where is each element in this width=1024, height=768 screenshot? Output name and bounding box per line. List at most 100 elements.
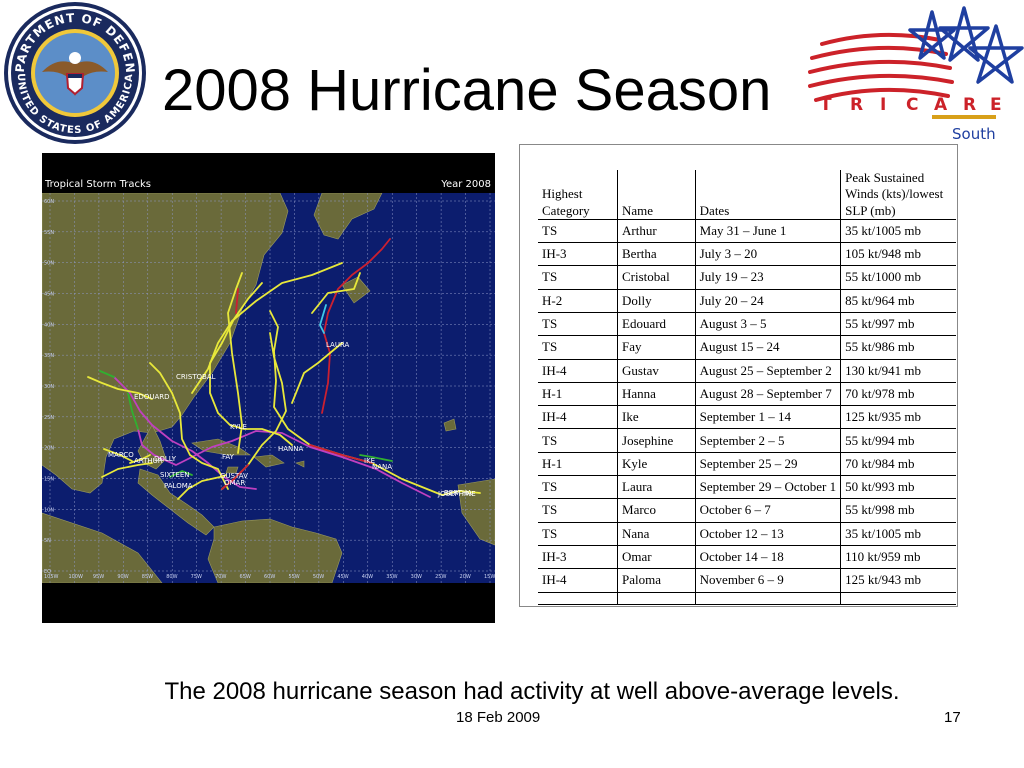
lon-label: 35W: [386, 574, 397, 580]
cell-winds: 85 kt/964 mb: [840, 289, 956, 313]
table-row: IH-3 Omar October 14 – 18 110 kt/959 mb: [538, 545, 956, 570]
cell-dates: August 25 – September 2: [694, 359, 841, 383]
header-dates: Dates: [694, 170, 841, 220]
cell-dates: September 1 – 14: [694, 405, 841, 430]
table-row: H-2 Dolly July 20 – 24 85 kt/964 mb: [538, 289, 956, 313]
track-laura: [321, 238, 391, 414]
cell-blank: [617, 592, 696, 605]
table-row: TS Cristobal July 19 – 23 55 kt/1000 mb: [538, 265, 956, 290]
cell-category: H-1: [538, 382, 618, 407]
cell-winds: 55 kt/994 mb: [840, 428, 956, 453]
lat-label: 10N: [44, 507, 54, 513]
header-category-label: Highest Category: [542, 186, 590, 218]
cell-winds: 70 kt/984 mb: [840, 452, 956, 477]
storm-label-arthur: ARTHUR: [134, 457, 163, 465]
storm-label-dolly: DOLLY: [154, 455, 177, 463]
cell-name: Cristobal: [617, 265, 696, 290]
track-cristobal: [191, 262, 343, 394]
lat-label: 25N: [44, 415, 54, 421]
cell-name: Hanna: [617, 382, 696, 407]
cell-dates: September 2 – 5: [694, 428, 841, 453]
cell-winds: 110 kt/959 mb: [840, 545, 956, 570]
track-ike: [137, 428, 431, 498]
cell-dates: July 20 – 24: [694, 289, 841, 313]
cell-name: Fay: [617, 335, 696, 360]
track-gustav: [113, 376, 257, 490]
tricare-letter-1: T: [820, 95, 832, 115]
cell-winds: 125 kt/943 mb: [840, 568, 956, 593]
table-row-blank: [538, 592, 956, 605]
table-row: TS Laura September 29 – October 1 50 kt/993…: [538, 475, 956, 500]
lat-label: 50N: [44, 261, 54, 267]
cell-category: IH-4: [538, 568, 618, 593]
storm-label-fay: FAY: [222, 453, 235, 461]
dod-seal: DEPARTMENT OF DEFENSE UNITED STATES OF A…: [0, 0, 148, 146]
storm-tracks: [87, 238, 481, 500]
land-masses: [42, 193, 495, 583]
cell-category: TS: [538, 265, 618, 290]
tricare-letter-6: R: [963, 95, 976, 115]
track-fay: [149, 362, 229, 490]
cell-dates: July 19 – 23: [694, 265, 841, 290]
cell-category: IH-3: [538, 545, 618, 570]
storm-label-marco: MARCO: [108, 451, 134, 459]
cell-winds: 55 kt/1000 mb: [840, 265, 956, 290]
lat-label: 45N: [44, 292, 54, 298]
cell-winds: 35 kt/1005 mb: [840, 219, 956, 244]
page-number: 17: [944, 709, 961, 726]
tricare-letter-2: R: [850, 95, 863, 115]
map-year: Year 2008: [441, 179, 491, 190]
lon-label: 90W: [117, 574, 128, 580]
map-title: Tropical Storm Tracks: [45, 179, 151, 190]
storm-label-nana: NANA: [372, 463, 392, 471]
cell-name: Nana: [617, 522, 696, 546]
tricare-letter-7: E: [990, 95, 1002, 115]
lat-label: 20N: [44, 446, 54, 452]
map-graticule: [42, 193, 495, 583]
cell-dates: July 3 – 20: [694, 242, 841, 267]
lat-label: 55N: [44, 230, 54, 236]
cell-winds: 35 kt/1005 mb: [840, 522, 956, 546]
storm-label-hanna: HANNA: [278, 445, 304, 453]
cell-category: TS: [538, 428, 618, 453]
table-row: H-1 Kyle September 25 – 29 70 kt/984 mb: [538, 452, 956, 477]
lat-labels: 60N 55N 50N 45N 40N 35N 30N 25N 20N 15N 10N 5N EQ: [44, 199, 54, 575]
cell-dates: May 31 – June 1: [694, 219, 841, 244]
table-row: TS Fay August 15 – 24 55 kt/986 mb: [538, 335, 956, 360]
storm-label-josephine: JOSEPHINE: [437, 490, 476, 498]
table-row: TS Edouard August 3 – 5 55 kt/997 mb: [538, 312, 956, 337]
table-row: IH-4 Gustav August 25 – September 2 130 kt/…: [538, 359, 956, 383]
cell-category: IH-3: [538, 242, 618, 267]
map-canvas: 60N 55N 50N 45N 40N 35N 30N 25N 20N 15N 10N 5N EQ 10…: [42, 193, 495, 583]
cell-name: Omar: [617, 545, 696, 570]
map-header: Tropical Storm Tracks Year 2008: [42, 177, 495, 193]
storm-label-edouard: EDOUARD: [134, 393, 170, 401]
cell-dates: October 12 – 13: [694, 522, 841, 546]
track-josephine: [441, 490, 481, 496]
slide-caption: The 2008 hurricane season had activity a…: [164, 678, 900, 705]
lon-label: 70W: [215, 574, 226, 580]
cell-dates: August 15 – 24: [694, 335, 841, 360]
cell-category: TS: [538, 522, 618, 546]
lat-label: 60N: [44, 199, 54, 205]
cell-winds: 105 kt/948 mb: [840, 242, 956, 267]
track-bertha-hurricane: [309, 444, 373, 464]
lon-label: 30W: [411, 574, 422, 580]
header-category: Highest Category: [538, 170, 618, 220]
lon-label: 50W: [313, 574, 324, 580]
storm-label-kyle: KYLE: [230, 423, 247, 431]
table-row: IH-4 Paloma November 6 – 9 125 kt/943 mb: [538, 568, 956, 593]
cell-winds: 125 kt/935 mb: [840, 405, 956, 430]
lon-labels: 105W 100W 95W 90W 85W 80W 75W 70W 65W 60W 55W 50W 45…: [44, 574, 495, 580]
cell-dates: October 6 – 7: [694, 498, 841, 523]
cell-blank: [538, 592, 618, 605]
track-laura-east: [311, 272, 361, 314]
cell-name: Paloma: [617, 568, 696, 593]
storm-label-omar: OMAR: [224, 479, 245, 487]
tricare-stars-icon: T R I C A R E South: [808, 6, 1024, 143]
cell-dates: August 3 – 5: [694, 312, 841, 337]
cell-name: Arthur: [617, 219, 696, 244]
cell-category: TS: [538, 335, 618, 360]
lon-label: 65W: [240, 574, 251, 580]
header-winds-label: Peak Sustained Winds (kts)/lowest SLP (m…: [845, 170, 944, 218]
